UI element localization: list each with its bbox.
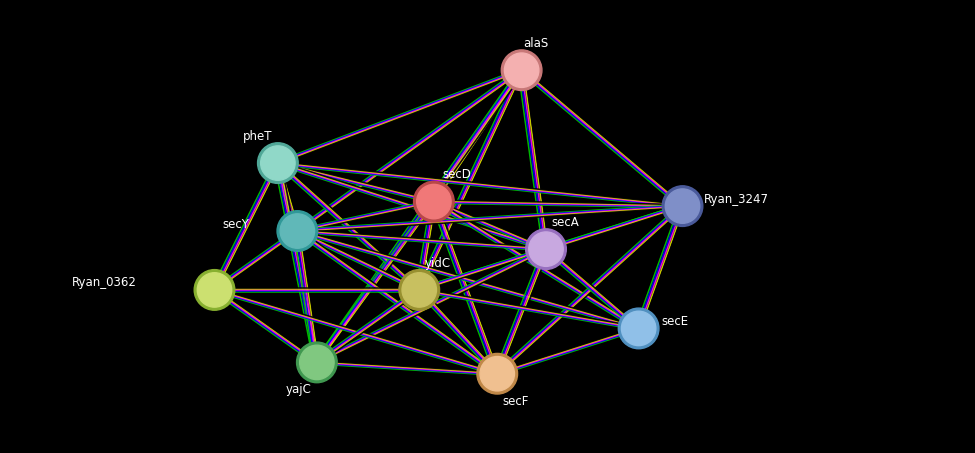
Circle shape — [501, 50, 542, 91]
Circle shape — [257, 143, 298, 183]
Text: secD: secD — [443, 169, 471, 181]
Circle shape — [413, 181, 454, 222]
Circle shape — [402, 273, 437, 307]
Circle shape — [665, 189, 700, 223]
Circle shape — [504, 53, 539, 87]
Text: Ryan_3247: Ryan_3247 — [704, 193, 769, 206]
Circle shape — [296, 342, 337, 383]
Text: secA: secA — [551, 216, 579, 229]
Circle shape — [280, 214, 315, 248]
Text: secY: secY — [222, 217, 250, 231]
Circle shape — [477, 353, 518, 394]
Circle shape — [260, 146, 295, 180]
Circle shape — [526, 229, 566, 270]
Circle shape — [618, 308, 659, 349]
Circle shape — [480, 357, 515, 391]
Text: secF: secF — [502, 395, 528, 408]
Text: Ryan_0362: Ryan_0362 — [72, 276, 137, 289]
Text: alaS: alaS — [524, 37, 549, 50]
Circle shape — [194, 270, 235, 310]
Text: yidC: yidC — [424, 257, 450, 270]
Text: secE: secE — [661, 315, 688, 328]
Circle shape — [416, 184, 451, 219]
Circle shape — [197, 273, 232, 307]
Circle shape — [299, 345, 334, 380]
Circle shape — [399, 270, 440, 310]
Text: pheT: pheT — [243, 130, 273, 143]
Circle shape — [662, 186, 703, 226]
Circle shape — [621, 311, 656, 346]
Text: yajC: yajC — [286, 383, 312, 396]
Circle shape — [528, 232, 564, 266]
Circle shape — [277, 211, 318, 251]
